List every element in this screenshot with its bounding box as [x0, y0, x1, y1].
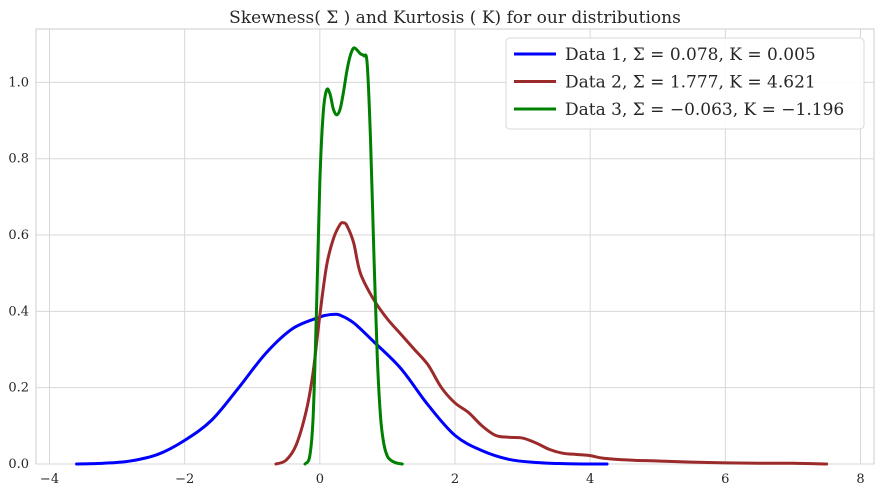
legend: Data 1, Σ = 0.078, K = 0.005 Data 2, Σ = … [505, 37, 865, 130]
x-tick-label: 8 [856, 472, 864, 487]
y-axis-ticks: 0.0 0.2 0.4 0.6 0.8 1.0 [8, 75, 29, 472]
series-layer [75, 46, 829, 466]
legend-label-data-2: Data 2, Σ = 1.777, K = 4.621 [565, 73, 816, 93]
y-tick-label: 0.4 [8, 304, 29, 319]
series-line-data-3 [303, 46, 404, 466]
legend-label-data-3: Data 3, Σ = −0.063, K = −1.196 [565, 100, 844, 120]
y-tick-label: 0.0 [8, 457, 29, 472]
legend-box [505, 37, 865, 130]
x-tick-label: 0 [316, 472, 324, 487]
legend-label-data-1: Data 1, Σ = 0.078, K = 0.005 [565, 45, 816, 65]
x-tick-label: −2 [175, 472, 194, 487]
chart-title: Skewness( Σ ) and Kurtosis ( K) for our … [229, 8, 681, 28]
y-tick-label: 0.6 [8, 228, 29, 243]
y-tick-label: 0.2 [8, 381, 29, 396]
x-axis-ticks: −4 −2 0 2 4 6 8 [40, 472, 865, 487]
x-tick-label: 2 [451, 472, 459, 487]
x-tick-label: −4 [40, 472, 59, 487]
grid [36, 29, 874, 465]
x-tick-label: 6 [721, 472, 729, 487]
x-tick-label: 4 [586, 472, 594, 487]
series-line-data-2 [274, 221, 829, 466]
y-tick-label: 0.8 [8, 152, 29, 167]
series-line-data-1 [75, 312, 609, 466]
y-tick-label: 1.0 [8, 75, 29, 90]
